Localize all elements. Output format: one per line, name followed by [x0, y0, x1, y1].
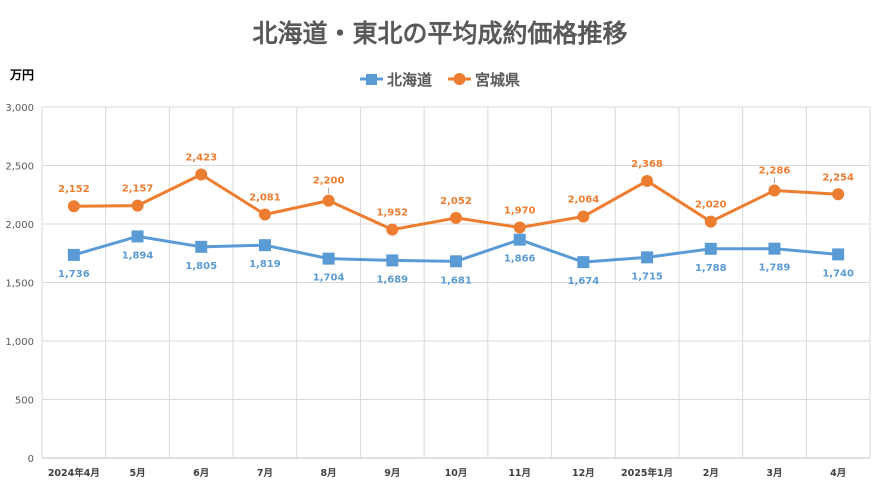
y-tick-label: 0: [28, 454, 34, 465]
data-point: [386, 223, 399, 236]
data-label: 1,674: [568, 276, 600, 287]
data-point: [131, 199, 144, 212]
legend-marker-hokkaido: [366, 74, 377, 85]
data-point: [577, 256, 590, 269]
x-tick-label: 11月: [508, 468, 531, 479]
x-tick-label: 3月: [766, 468, 782, 479]
data-label: 2,020: [695, 200, 727, 211]
data-label: 1,681: [440, 275, 472, 286]
data-label: 1,970: [504, 206, 536, 217]
x-tick-label: 5月: [129, 468, 145, 479]
data-label: 2,286: [759, 166, 791, 177]
data-label: 1,819: [249, 259, 281, 270]
legend-label-miyagi: 宮城県: [475, 71, 520, 89]
y-axis: 0 500 1,000 1,500 2,000 2,500 3,000: [5, 103, 34, 465]
data-label: 1,805: [185, 261, 217, 272]
data-point: [513, 221, 526, 234]
x-tick-label: 12月: [572, 468, 595, 479]
series-layer: [67, 168, 845, 269]
y-tick-label: 1,000: [5, 337, 34, 348]
data-point: [195, 168, 208, 181]
x-tick-label: 2月: [703, 468, 719, 479]
y-tick-label: 1,500: [5, 279, 34, 290]
y-tick-label: 2,000: [5, 220, 34, 231]
legend-item-miyagi: 宮城県: [448, 71, 520, 89]
data-point: [832, 248, 845, 261]
data-point: [67, 248, 80, 261]
data-label: 2,423: [185, 153, 217, 164]
data-point: [704, 242, 717, 255]
chart-title: 北海道・東北の平均成約価格推移: [252, 19, 627, 48]
data-point: [195, 240, 208, 253]
data-point: [450, 211, 462, 224]
data-labels: 1,736 1,894 1,805 1,819 1,704 1,689 1,681 1,866…: [58, 153, 854, 288]
data-label: 1,740: [822, 268, 854, 279]
x-tick-label: 2024年4月: [48, 467, 100, 479]
data-label: 1,736: [58, 269, 90, 280]
data-point: [386, 254, 399, 267]
x-tick-label: 10月: [445, 468, 468, 479]
data-label: 2,152: [58, 184, 90, 195]
data-label: 2,064: [568, 195, 600, 206]
data-label: 1,715: [631, 271, 663, 282]
data-label: 2,254: [822, 172, 854, 183]
data-point: [258, 208, 271, 221]
legend-item-hokkaido: 北海道: [360, 71, 432, 89]
data-point: [322, 194, 335, 207]
data-point: [641, 174, 654, 187]
data-point: [641, 251, 654, 264]
y-tick-label: 500: [15, 396, 34, 407]
data-point: [67, 200, 80, 213]
x-tick-label: 2025年1月: [621, 467, 673, 479]
y-tick-label: 2,500: [5, 162, 34, 173]
data-point: [768, 242, 781, 255]
data-point: [704, 215, 717, 228]
data-label: 2,081: [249, 193, 281, 204]
data-label: 1,789: [759, 263, 791, 274]
legend-marker-miyagi: [453, 73, 466, 85]
data-label: 1,894: [122, 250, 154, 261]
data-label: 1,866: [504, 254, 536, 265]
legend-label-hokkaido: 北海道: [387, 71, 432, 89]
data-point: [322, 252, 335, 265]
data-point: [450, 255, 462, 268]
data-label: 2,052: [440, 196, 472, 207]
data-label: 1,788: [695, 263, 727, 274]
x-tick-label: 4月: [830, 468, 846, 479]
unit-label: 万円: [9, 68, 34, 82]
data-point: [577, 210, 590, 223]
data-label: 2,200: [313, 176, 345, 187]
y-tick-label: 3,000: [5, 103, 34, 114]
data-point: [768, 184, 781, 197]
data-label: 1,689: [376, 274, 408, 285]
x-tick-label: 9月: [384, 468, 400, 479]
legend: 北海道 宮城県: [360, 71, 520, 89]
data-label: 1,952: [376, 208, 408, 219]
data-label: 2,157: [122, 184, 154, 195]
x-tick-label: 6月: [193, 468, 209, 479]
data-label: 2,368: [631, 159, 663, 170]
x-tick-label: 8月: [321, 468, 337, 479]
data-point: [832, 188, 845, 201]
data-point: [131, 230, 144, 243]
gridlines: [41, 106, 871, 459]
x-axis: 2024年4月 5月 6月 7月 8月 9月 10月 11月 12月 2025年1月 2月 3月 4月: [48, 467, 846, 479]
x-tick-label: 7月: [257, 468, 273, 479]
data-point: [513, 233, 526, 246]
data-point: [258, 239, 271, 252]
data-label: 1,704: [313, 273, 345, 284]
